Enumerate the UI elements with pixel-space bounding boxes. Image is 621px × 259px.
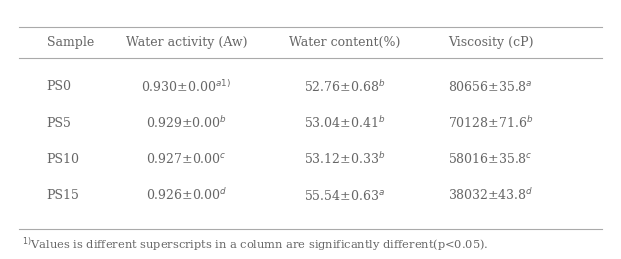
Text: 80656±35.8$^{a}$: 80656±35.8$^{a}$ [448,80,533,94]
Text: 0.926±0.00$^{d}$: 0.926±0.00$^{d}$ [145,188,227,204]
Text: 53.04±0.41$^{b}$: 53.04±0.41$^{b}$ [304,115,386,131]
Text: PS10: PS10 [47,153,79,166]
Text: $^{1)}$Values is different superscripts in a column are significantly different(: $^{1)}$Values is different superscripts … [22,235,488,254]
Text: 53.12±0.33$^{b}$: 53.12±0.33$^{b}$ [304,151,386,167]
Text: Sample: Sample [47,36,94,49]
Text: 0.929±0.00$^{b}$: 0.929±0.00$^{b}$ [146,115,227,131]
Text: 38032±43.8$^{d}$: 38032±43.8$^{d}$ [448,188,533,204]
Text: Viscosity (cP): Viscosity (cP) [448,36,533,49]
Text: Water content(%): Water content(%) [289,36,401,49]
Text: 52.76±0.68$^{b}$: 52.76±0.68$^{b}$ [304,79,386,95]
Text: 55.54±0.63$^{a}$: 55.54±0.63$^{a}$ [304,189,385,203]
Text: 0.927±0.00$^{c}$: 0.927±0.00$^{c}$ [146,152,227,166]
Text: PS5: PS5 [47,117,71,130]
Text: 58016±35.8$^{c}$: 58016±35.8$^{c}$ [448,152,533,166]
Text: 0.930±0.00$^{a1)}$: 0.930±0.00$^{a1)}$ [142,79,231,95]
Text: 70128±71.6$^{b}$: 70128±71.6$^{b}$ [448,115,533,131]
Text: PS0: PS0 [47,80,71,93]
Text: Water activity (Aw): Water activity (Aw) [125,36,247,49]
Text: PS15: PS15 [47,189,79,202]
